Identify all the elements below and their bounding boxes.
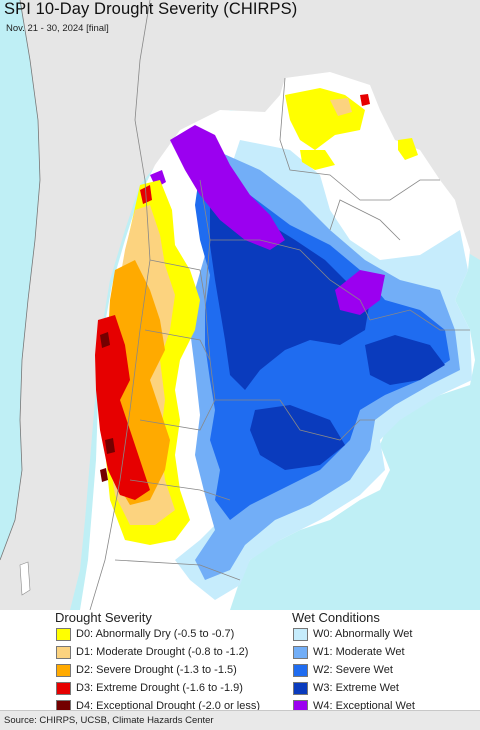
wet-w4-area-east	[335, 270, 385, 315]
drought-d1-spot-ne	[330, 98, 352, 116]
legend-label-d3: D3: Extreme Drought (-1.6 to -1.9)	[76, 682, 243, 694]
drought-d0-spot-e	[398, 138, 418, 160]
drought-d0-area-ne2	[300, 150, 335, 170]
map-title: SPI 10-Day Drought Severity (CHIRPS)	[4, 0, 298, 18]
drought-d4-spot-2	[105, 438, 115, 454]
wet-w3-area-south	[250, 405, 345, 470]
legend-label-d0: D0: Abnormally Dry (-0.5 to -0.7)	[76, 628, 235, 640]
source-credit: Source: CHIRPS, UCSB, Climate Hazards Ce…	[4, 715, 214, 726]
legend-label-w4: W4: Exceptional Wet	[313, 700, 415, 712]
legend-wet-heading: Wet Conditions	[292, 610, 380, 625]
legend-swatch-w2	[293, 663, 308, 677]
legend-item-d1: D1: Moderate Drought (-0.8 to -1.2)	[56, 644, 248, 660]
legend-item-w0: W0: Abnormally Wet	[293, 626, 412, 642]
coast-outline-west	[0, 0, 41, 561]
legend-label-d2: D2: Severe Drought (-1.3 to -1.5)	[76, 664, 237, 676]
legend-item-w1: W1: Moderate Wet	[293, 644, 405, 660]
footer: Source: CHIRPS, UCSB, Climate Hazards Ce…	[0, 710, 480, 730]
legend-swatch-d3	[56, 681, 71, 695]
legend-label-w0: W0: Abnormally Wet	[313, 628, 413, 640]
wet-w3-area-east	[365, 335, 445, 385]
legend-swatch-d2	[56, 663, 71, 677]
drought-d4-spot-1	[100, 332, 110, 348]
drought-d4-spot-3	[100, 468, 108, 482]
island-chiloe	[19, 561, 31, 596]
map-panel: SPI 10-Day Drought Severity (CHIRPS) Nov…	[0, 0, 480, 610]
wet-w4-area	[170, 125, 285, 250]
legend-item-d2: D2: Severe Drought (-1.3 to -1.5)	[56, 662, 237, 678]
legend: Drought Severity Wet Conditions D0: Abno…	[0, 610, 480, 713]
legend-swatch-d1	[56, 645, 71, 659]
legend-item-w3: W3: Extreme Wet	[293, 680, 399, 696]
legend-item-w4: W4: Exceptional Wet	[293, 698, 415, 714]
legend-item-d0: D0: Abnormally Dry (-0.5 to -0.7)	[56, 626, 234, 642]
legend-swatch-d0	[56, 627, 71, 641]
legend-label-w3: W3: Extreme Wet	[313, 682, 399, 694]
legend-label-d4: D4: Exceptional Drought (-2.0 or less)	[76, 700, 261, 712]
legend-label-w2: W2: Severe Wet	[313, 664, 393, 676]
wet-w3-area	[210, 200, 370, 390]
legend-item-d4: D4: Exceptional Drought (-2.0 or less)	[56, 698, 260, 714]
map-subtitle: Nov. 21 - 30, 2024 [final]	[6, 23, 109, 34]
legend-swatch-w3	[293, 681, 308, 695]
legend-item-w2: W2: Severe Wet	[293, 662, 393, 678]
admin-borders	[89, 0, 470, 610]
drought-map	[0, 0, 480, 610]
legend-drought-heading: Drought Severity	[55, 610, 152, 625]
drought-d3-spot-ne	[360, 94, 370, 106]
legend-label-d1: D1: Moderate Drought (-0.8 to -1.2)	[76, 646, 249, 658]
drought-d3-area-west	[95, 315, 150, 500]
legend-label-w1: W1: Moderate Wet	[313, 646, 405, 658]
legend-item-d3: D3: Extreme Drought (-1.6 to -1.9)	[56, 680, 243, 696]
legend-swatch-w0	[293, 627, 308, 641]
legend-swatch-w1	[293, 645, 308, 659]
